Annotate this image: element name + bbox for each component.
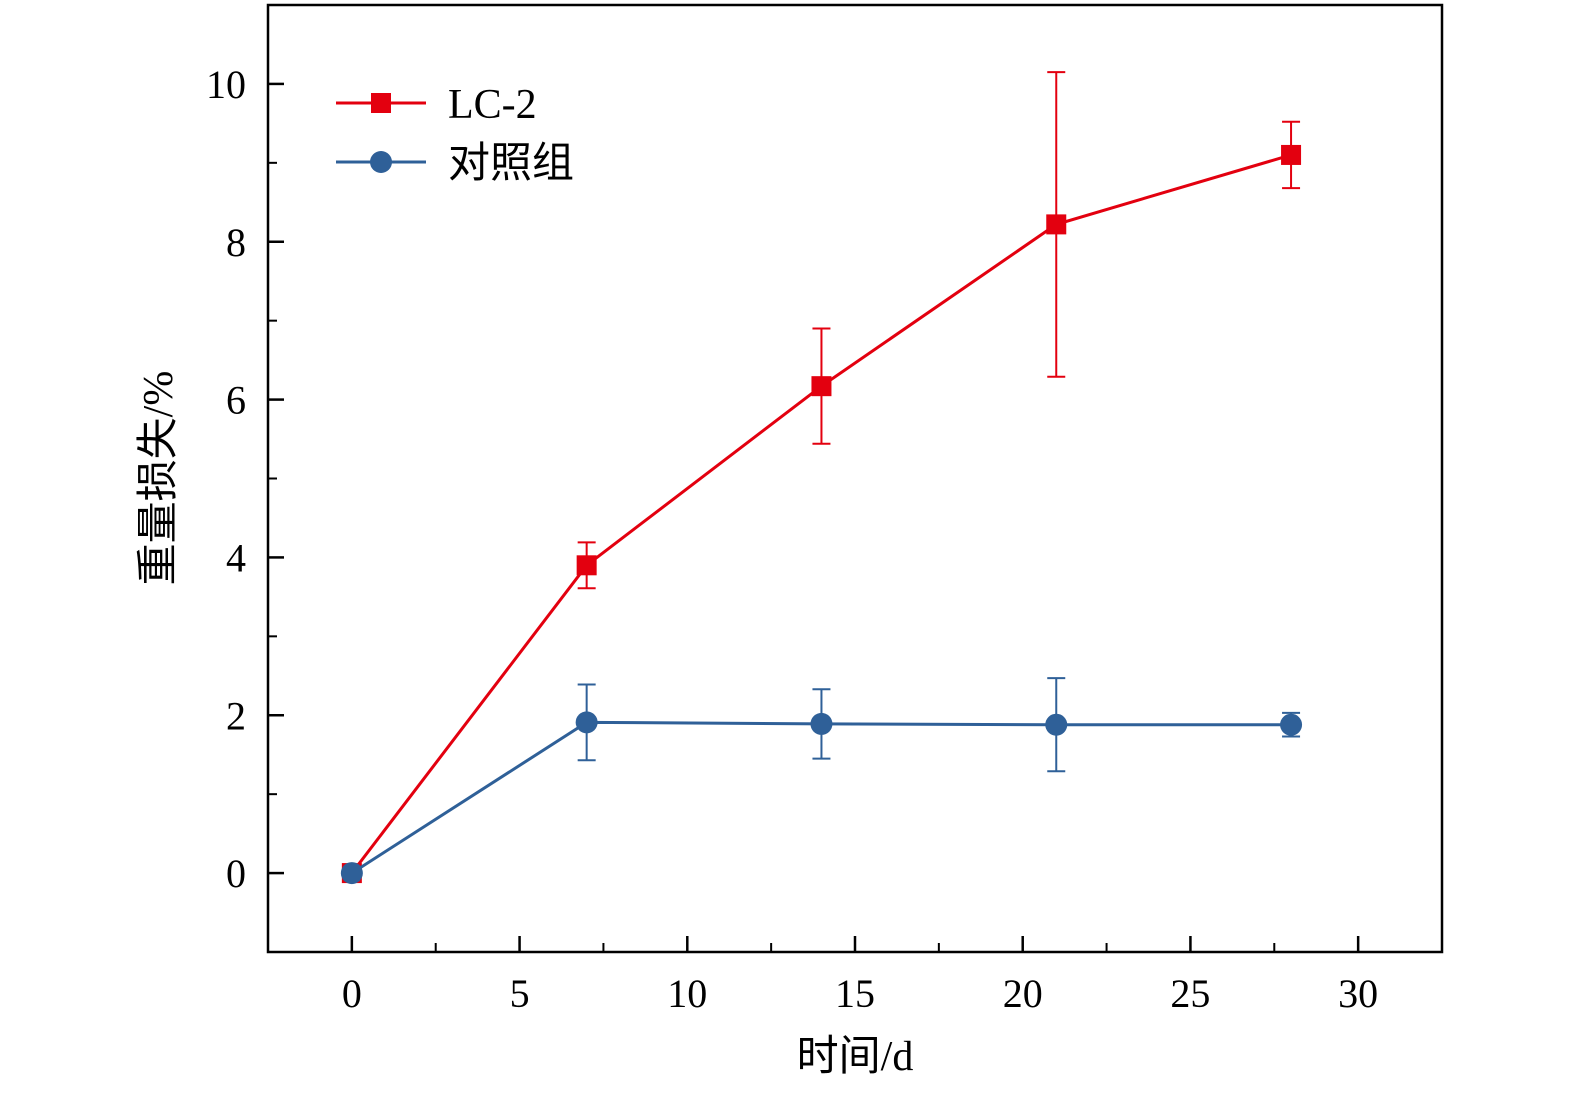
x-axis-title: 时间/d <box>797 1034 914 1080</box>
y-tick-label: 4 <box>226 535 246 580</box>
y-tick-label: 8 <box>226 220 246 265</box>
y-tick-label: 0 <box>226 851 246 896</box>
x-tick-label: 30 <box>1338 971 1378 1016</box>
series-layer <box>340 71 1303 885</box>
y-tick-label: 10 <box>206 62 246 107</box>
x-tick-label: 10 <box>667 971 707 1016</box>
legend-marker-circle <box>370 151 392 173</box>
x-tick-label: 5 <box>510 971 530 1016</box>
data-point-circle <box>1045 713 1068 736</box>
data-point-square <box>1046 214 1067 235</box>
data-point-square <box>811 376 832 397</box>
data-point-circle <box>575 711 598 734</box>
data-point-circle <box>340 862 363 885</box>
legend-item-1: LC-2 <box>336 82 537 128</box>
legend: LC-2 对照组 <box>336 82 574 187</box>
data-point-square <box>576 555 597 576</box>
x-tick-label: 15 <box>835 971 875 1016</box>
x-tick-label: 25 <box>1170 971 1210 1016</box>
legend-label: 对照组 <box>448 141 574 187</box>
data-point-square <box>1281 144 1302 165</box>
series-line <box>350 153 1292 874</box>
data-point-circle <box>1280 713 1303 736</box>
plot-frame <box>266 3 1444 954</box>
x-tick-label: 20 <box>1003 971 1043 1016</box>
legend-label: LC-2 <box>448 82 537 128</box>
y-axis-ticks: 0 2 4 6 8 10 <box>206 4 284 953</box>
series-1 <box>341 71 1302 884</box>
y-tick-label: 6 <box>226 378 246 423</box>
x-tick-label: 0 <box>342 971 362 1016</box>
data-point-circle <box>810 712 833 735</box>
legend-item-2: 对照组 <box>336 141 574 187</box>
legend-marker-square <box>371 93 391 113</box>
y-tick-label: 2 <box>226 693 246 738</box>
x-axis-ticks: 0 5 10 15 20 25 30 <box>342 936 1378 1016</box>
y-axis-title: 重量损失/% <box>136 371 182 586</box>
series-2 <box>340 677 1303 885</box>
